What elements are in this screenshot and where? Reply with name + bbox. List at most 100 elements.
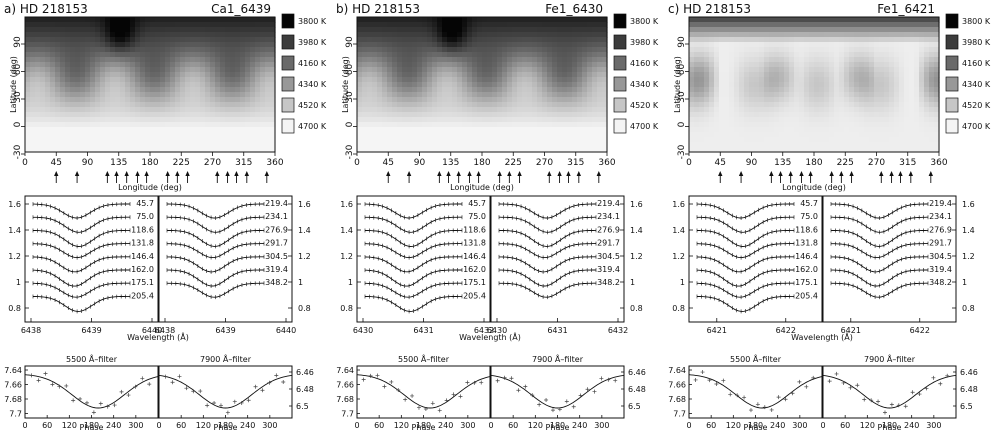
map-cell: [814, 47, 820, 53]
map-cell: [457, 102, 463, 108]
profile-phase-label: 348.2: [265, 278, 288, 287]
map-cell: [417, 112, 423, 118]
map-cell: [567, 77, 573, 83]
map-cell: [30, 147, 36, 153]
map-cell: [729, 37, 735, 43]
map-cell: [834, 117, 840, 123]
map-cell: [270, 42, 276, 48]
map-cell: [507, 42, 513, 48]
map-cell: [859, 52, 865, 58]
map-cell: [240, 57, 246, 63]
map-cell: [714, 132, 720, 138]
map-cell: [487, 72, 493, 78]
map-cell: [130, 127, 136, 133]
map-cell: [250, 22, 256, 28]
map-cell: [100, 47, 106, 53]
map-cell: [145, 32, 151, 38]
map-cell: [552, 102, 558, 108]
map-cell: [582, 52, 588, 58]
map-cell: [467, 97, 473, 103]
phase-arrow-head: [576, 171, 582, 176]
map-cell: [562, 92, 568, 98]
map-cell: [824, 97, 830, 103]
profile-phase-label: 348.2: [597, 278, 620, 287]
map-cell: [427, 72, 433, 78]
photometry-fit-line: [158, 374, 293, 409]
map-cell: [130, 27, 136, 33]
map-cell: [110, 97, 116, 103]
map-cell: [834, 112, 840, 118]
map-cell: [492, 147, 498, 153]
map-cell: [412, 82, 418, 88]
map-cell: [577, 22, 583, 28]
map-cell: [150, 87, 156, 93]
map-cell: [412, 62, 418, 68]
map-cell: [567, 122, 573, 128]
map-cell: [754, 142, 760, 148]
map-cell: [864, 72, 870, 78]
map-cell: [135, 42, 141, 48]
map-cell: [754, 17, 760, 23]
profile-phase-label: 291.7: [597, 239, 620, 248]
map-cell: [230, 147, 236, 153]
map-cell: [412, 52, 418, 58]
map-cell: [769, 27, 775, 33]
map-cell: [402, 67, 408, 73]
map-cell: [537, 67, 543, 73]
map-cell: [457, 37, 463, 43]
map-cell: [734, 147, 740, 153]
map-cell: [774, 67, 780, 73]
map-cell: [859, 147, 865, 153]
map-cell: [602, 87, 608, 93]
map-cell: [260, 17, 266, 23]
map-cell: [130, 142, 136, 148]
map-cell: [557, 107, 563, 113]
map-cell: [527, 77, 533, 83]
map-cell: [854, 47, 860, 53]
phase-arrow-head: [507, 171, 512, 176]
map-cell: [367, 82, 373, 88]
map-cell: [245, 102, 251, 108]
map-cell: [894, 37, 900, 43]
map-cell: [764, 22, 770, 28]
map-cell: [462, 112, 468, 118]
map-cell: [789, 132, 795, 138]
map-cell: [724, 147, 730, 153]
map-cell: [35, 117, 41, 123]
map-cell: [467, 92, 473, 98]
map-cell: [709, 42, 715, 48]
map-cell: [255, 132, 261, 138]
map-cell: [155, 52, 161, 58]
map-cell: [85, 47, 91, 53]
map-cell: [70, 82, 76, 88]
map-cell: [35, 87, 41, 93]
map-cell: [442, 52, 448, 58]
map-cell: [457, 122, 463, 128]
map-cell: [382, 42, 388, 48]
map-cell: [85, 42, 91, 48]
map-cell: [432, 67, 438, 73]
map-cell: [165, 47, 171, 53]
map-cell: [100, 57, 106, 63]
map-cell: [592, 72, 598, 78]
map-cell: [25, 127, 31, 133]
map-cell: [60, 77, 66, 83]
map-cell: [739, 122, 745, 128]
map-cell: [597, 132, 603, 138]
map-cell: [145, 72, 151, 78]
map-cell: [592, 112, 598, 118]
map-cell: [849, 22, 855, 28]
map-cell: [125, 122, 131, 128]
profile-phase-label: 205.4: [463, 291, 486, 300]
phase-arrow-head: [114, 171, 119, 176]
map-cell: [502, 17, 508, 23]
map-cell: [874, 67, 880, 73]
map-cell: [362, 42, 368, 48]
map-cell: [462, 142, 468, 148]
map-cell: [392, 22, 398, 28]
map-cell: [749, 147, 755, 153]
map-cell: [165, 77, 171, 83]
map-cell: [40, 87, 46, 93]
map-cell: [185, 147, 191, 153]
map-cell: [754, 147, 760, 153]
